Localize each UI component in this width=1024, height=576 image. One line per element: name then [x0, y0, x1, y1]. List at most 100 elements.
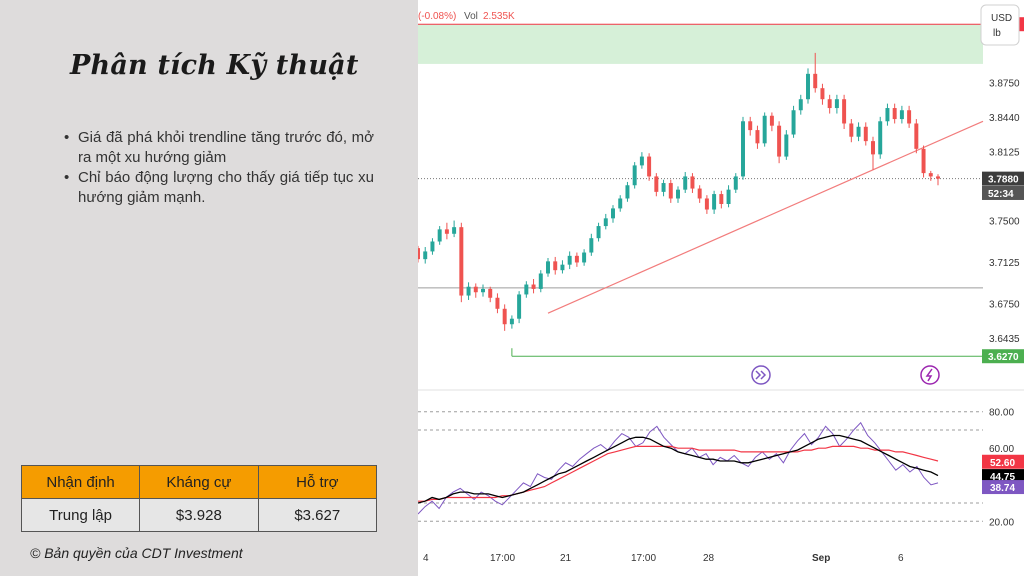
copyright-note: © Bản quyền của CDT Investment: [30, 545, 243, 561]
summary-row: Trung lập $3.928 $3.627: [20, 498, 378, 532]
candle-body: [502, 308, 507, 325]
time-tick-label: 17:00: [490, 553, 515, 564]
cell-assessment: Trung lập: [20, 498, 141, 532]
candle-body: [538, 273, 543, 289]
rsi-pane[interactable]: [418, 411, 983, 522]
candle-body: [430, 241, 435, 252]
candle-body: [769, 115, 774, 126]
price-badge: [982, 185, 1024, 200]
rsi-tick-label: 80.00: [989, 408, 1014, 419]
candle-body: [777, 125, 782, 157]
candle-body: [495, 297, 500, 309]
candle-body: [863, 126, 868, 142]
candle-body: [509, 318, 514, 325]
candle-body: [567, 255, 572, 265]
candle-body: [784, 134, 789, 157]
candle-body: [871, 141, 875, 155]
candle-body: [618, 198, 623, 209]
candle-body: [834, 99, 839, 109]
candle-body: [553, 261, 558, 271]
candle-body: [625, 185, 630, 199]
volume-label: Vol: [464, 11, 478, 22]
trendline[interactable]: [547, 120, 984, 314]
candle-body: [683, 176, 688, 190]
candle-body: [517, 294, 522, 319]
candle-body: [719, 194, 724, 204]
header-support: Hỗ trợ: [257, 465, 378, 499]
candle-body: [423, 251, 428, 260]
price-chart[interactable]: 3.93753.87503.84403.81253.77503.75003.71…: [418, 0, 1024, 576]
candle-body: [582, 252, 587, 263]
candle-body: [928, 173, 933, 177]
candlestick-pane[interactable]: [418, 23, 1024, 391]
time-tick-label: 17:00: [631, 553, 656, 564]
candle-body: [596, 226, 601, 239]
rsi-tick-label: 20.00: [989, 517, 1014, 528]
candle-body: [762, 115, 767, 144]
candle-body: [820, 88, 825, 100]
candle-body: [589, 238, 594, 253]
price-badge-text: 52:34: [988, 189, 1014, 200]
time-tick-label: 21: [560, 553, 572, 564]
rsi-ma-line: [418, 445, 939, 502]
price-tick-label: 3.8125: [989, 148, 1020, 159]
candle-body: [632, 165, 637, 186]
candle-body: [827, 99, 832, 109]
candle-body: [806, 73, 810, 100]
candle-body: [907, 110, 912, 124]
candle-body: [546, 261, 550, 274]
time-tick-label: Sep: [812, 553, 830, 564]
candle-body: [524, 284, 529, 295]
rsi-tick-label: 60.00: [989, 444, 1014, 455]
candle-body: [899, 110, 904, 120]
candle-body: [813, 73, 818, 89]
price-tick-label: 3.7125: [989, 258, 1020, 269]
time-tick-label: 6: [898, 553, 904, 564]
candle-body: [878, 121, 883, 155]
header-resistance: Kháng cự: [139, 465, 259, 499]
candle-body: [488, 288, 493, 298]
rsi-badge: [982, 480, 1024, 495]
candle-body: [574, 255, 579, 263]
price-tick-label: 3.6750: [989, 299, 1020, 310]
candle-body: [459, 227, 464, 296]
rsi-badge-text: 44.75: [990, 472, 1015, 483]
candle-body: [647, 156, 652, 177]
candle-body: [676, 189, 680, 199]
candle-body: [798, 99, 803, 111]
header-assessment: Nhận định: [20, 465, 141, 499]
resistance-zone: [418, 24, 983, 64]
price-badge-text: 3.7880: [988, 175, 1019, 186]
bullet-item: Giá đã phá khỏi trendline tăng trước đó,…: [62, 128, 374, 168]
candle-body: [733, 176, 738, 190]
candle-body: [885, 108, 890, 122]
candle-body: [654, 176, 659, 192]
price-badge: [982, 349, 1024, 364]
currency-button[interactable]: [980, 4, 1020, 46]
candle-body: [466, 286, 471, 296]
candle-body: [748, 121, 753, 131]
currency-label: USD: [991, 13, 1012, 24]
price-tick-label: 3.8750: [989, 79, 1020, 90]
candle-body: [481, 288, 485, 293]
candle-body: [892, 108, 897, 120]
summary-table: Nhận định Kháng cự Hỗ trợ Trung lập $3.9…: [20, 465, 378, 532]
candle-body: [452, 227, 457, 234]
lightning-icon[interactable]: [920, 365, 940, 385]
candle-body: [444, 229, 449, 234]
candle-body: [560, 264, 565, 271]
candle-body: [639, 156, 644, 166]
fast-forward-icon[interactable]: [751, 365, 771, 385]
candle-body: [741, 121, 745, 177]
candle-body: [755, 130, 760, 144]
bullet-item: Chỉ báo động lượng cho thấy giá tiếp tục…: [62, 168, 374, 208]
price-badge: [982, 171, 1024, 186]
volume-value: 2.535K: [483, 11, 515, 22]
cell-support: $3.627: [257, 498, 378, 532]
slide-title: Phân tích Kỹ thuật: [70, 50, 359, 81]
candle-body: [704, 198, 709, 210]
rsi-badge: [982, 469, 1024, 484]
rsi-badge: [982, 454, 1024, 469]
candle-body: [726, 189, 731, 204]
price-change: (-0.08%): [418, 11, 456, 22]
